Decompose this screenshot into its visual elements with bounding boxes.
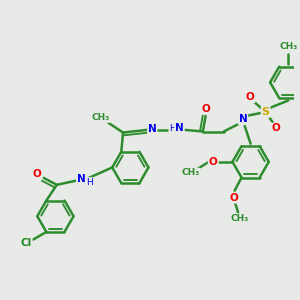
Text: H: H — [86, 178, 93, 187]
Text: Cl: Cl — [20, 238, 32, 248]
Text: N: N — [175, 123, 184, 133]
Text: O: O — [230, 193, 238, 203]
Text: O: O — [246, 92, 255, 102]
Text: O: O — [272, 123, 280, 134]
Text: N: N — [238, 114, 247, 124]
Text: O: O — [201, 104, 210, 114]
Text: N: N — [77, 174, 85, 184]
Text: O: O — [208, 157, 217, 167]
Text: CH₃: CH₃ — [92, 113, 110, 122]
Text: CH₃: CH₃ — [182, 169, 200, 178]
Text: O: O — [33, 169, 42, 179]
Text: H: H — [169, 124, 176, 133]
Text: CH₃: CH₃ — [279, 42, 297, 51]
Text: S: S — [262, 107, 270, 117]
Text: CH₃: CH₃ — [231, 214, 249, 223]
Text: N: N — [148, 124, 157, 134]
